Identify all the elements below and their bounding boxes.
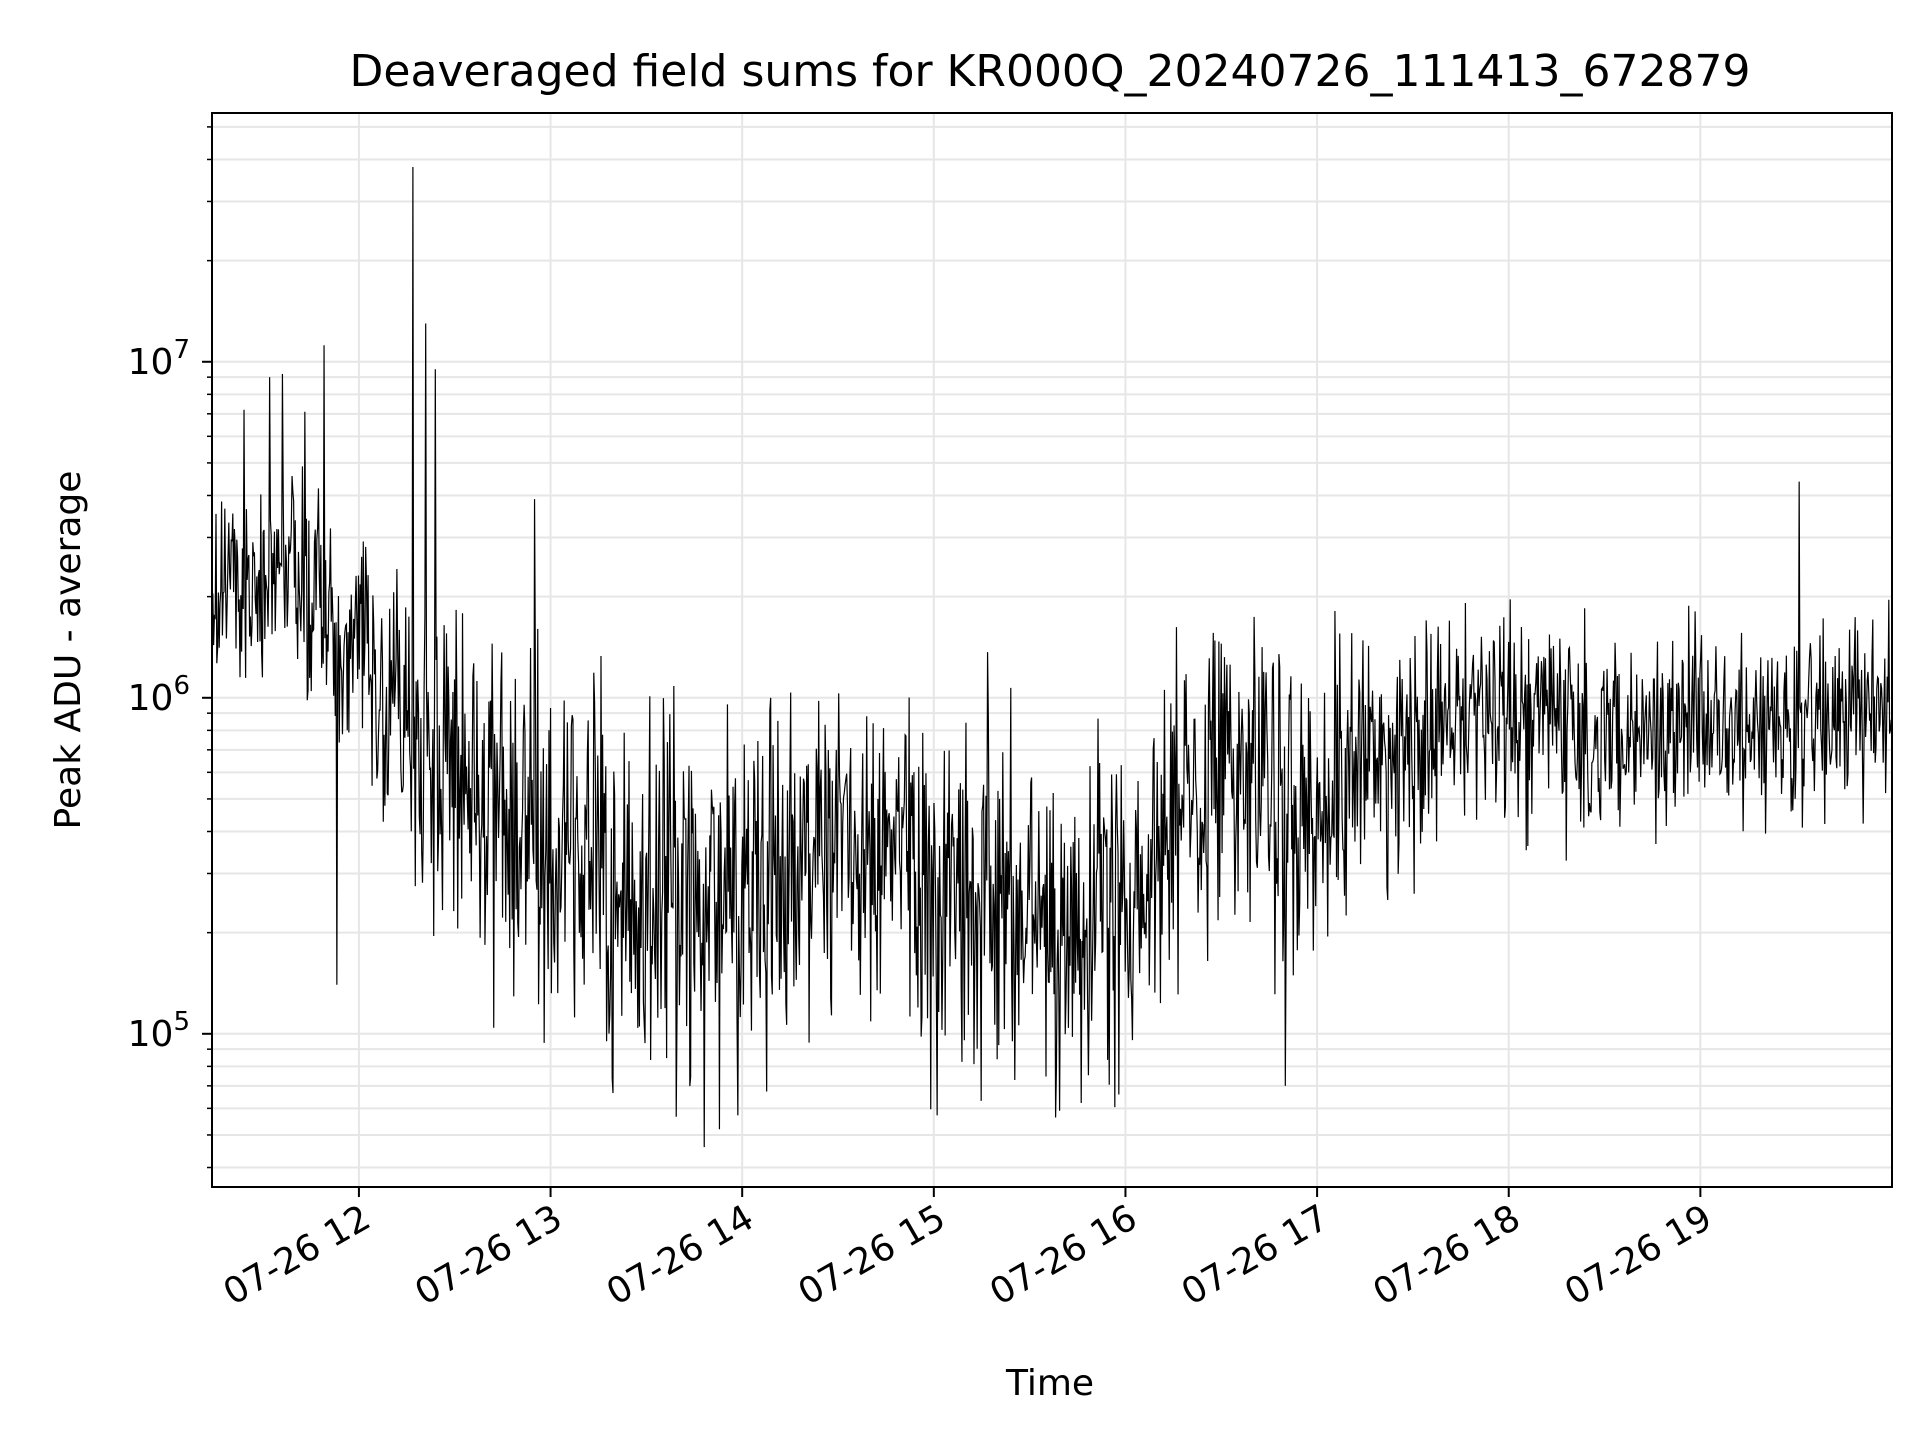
y-tick-base: 10 [128,1014,174,1055]
data-series-line [212,166,1892,1148]
y-tick-base: 10 [128,342,174,383]
y-tick-base: 10 [128,678,174,719]
y-tick-exponent: 6 [173,671,190,701]
y-tick-label: 106 [128,671,190,719]
y-axis-label: Peak ADU - average [48,471,89,830]
y-tick-label: 107 [128,335,190,383]
y-tick-exponent: 7 [173,335,190,365]
y-tick-exponent: 5 [173,1007,190,1037]
grid-layer [212,113,1892,1187]
x-axis-label: Time [1005,1363,1094,1404]
plot-area-frame [211,112,1893,1188]
chart-title: Deaveraged field sums for KR000Q_2024072… [350,46,1751,97]
y-tick-label: 105 [128,1007,190,1055]
data-layer [212,166,1892,1148]
